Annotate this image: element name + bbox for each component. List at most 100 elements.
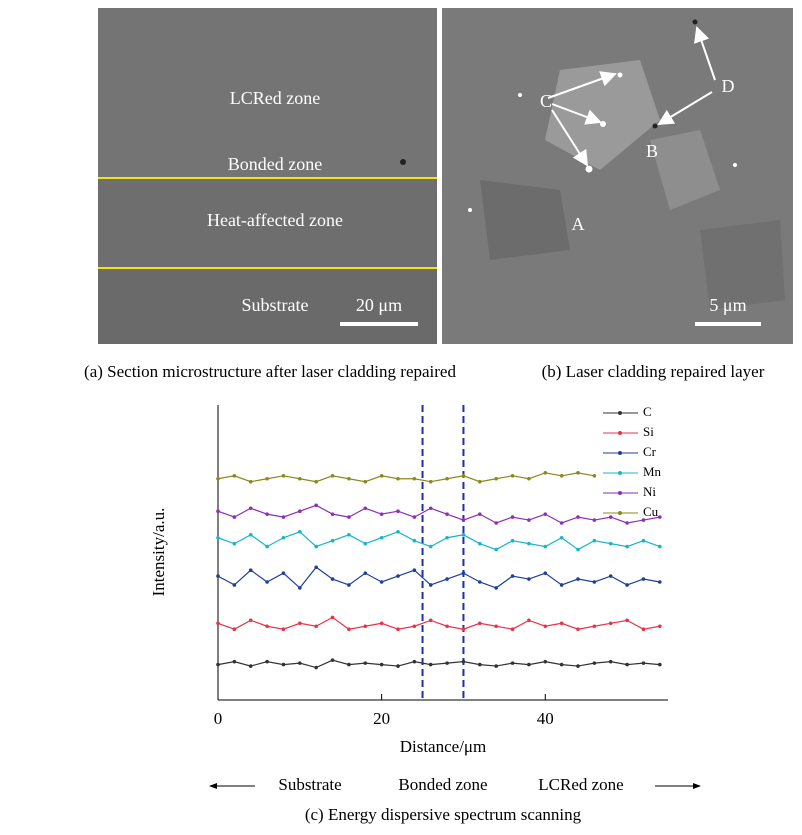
zone-text: Bonded zone — [398, 775, 487, 794]
point — [363, 571, 367, 575]
point — [282, 627, 286, 631]
point — [625, 663, 629, 667]
zone-label: Bonded zone — [228, 154, 322, 174]
point — [282, 536, 286, 540]
point — [413, 624, 417, 628]
point — [543, 471, 547, 475]
point — [363, 480, 367, 484]
point — [625, 583, 629, 587]
series-line — [218, 473, 594, 482]
point — [445, 536, 449, 540]
point — [494, 548, 498, 552]
point — [445, 661, 449, 665]
point — [445, 624, 449, 628]
figure: LCRed zone Bonded zone Heat-affected zon… — [0, 0, 802, 830]
point — [347, 627, 351, 631]
legend-label: Si — [643, 424, 654, 439]
point — [593, 518, 597, 522]
point — [560, 622, 564, 626]
point — [462, 518, 466, 522]
point — [429, 583, 433, 587]
point — [363, 506, 367, 510]
point — [494, 586, 498, 590]
point — [282, 663, 286, 667]
point — [543, 571, 547, 575]
point — [216, 509, 220, 513]
point — [543, 624, 547, 628]
micrograph-a — [98, 8, 437, 344]
point — [396, 509, 400, 513]
point — [445, 512, 449, 516]
legend-label: C — [643, 404, 652, 419]
point — [478, 663, 482, 667]
point — [249, 664, 253, 668]
point — [380, 580, 384, 584]
point — [609, 515, 613, 519]
point — [527, 619, 531, 623]
point — [445, 577, 449, 581]
point — [396, 530, 400, 534]
point — [233, 474, 237, 478]
point — [413, 660, 417, 664]
point — [380, 474, 384, 478]
point — [445, 477, 449, 481]
point — [543, 512, 547, 516]
point — [314, 624, 318, 628]
point — [380, 663, 384, 667]
point — [298, 622, 302, 626]
point — [429, 480, 433, 484]
point — [216, 663, 220, 667]
point — [560, 521, 564, 525]
point — [658, 663, 662, 667]
point — [527, 518, 531, 522]
point — [527, 542, 531, 546]
point — [216, 574, 220, 578]
point — [609, 574, 613, 578]
point — [233, 542, 237, 546]
point — [314, 666, 318, 670]
point — [413, 515, 417, 519]
point — [265, 580, 269, 584]
point — [658, 515, 662, 519]
point — [298, 509, 302, 513]
point — [576, 471, 580, 475]
point — [265, 477, 269, 481]
point — [298, 586, 302, 590]
point — [642, 539, 646, 543]
point — [576, 664, 580, 668]
series-line — [218, 567, 660, 588]
point — [363, 624, 367, 628]
point — [478, 622, 482, 626]
legend-label: Cr — [643, 444, 657, 459]
point — [396, 477, 400, 481]
point — [560, 474, 564, 478]
micrograph-b — [442, 8, 793, 344]
point — [609, 660, 613, 664]
point — [331, 616, 335, 620]
y-axis-label: Intensity/a.u. — [149, 508, 168, 597]
point — [233, 515, 237, 519]
point — [331, 539, 335, 543]
point — [314, 565, 318, 569]
legend-label: Cu — [643, 504, 659, 519]
point — [331, 658, 335, 662]
point — [658, 580, 662, 584]
zone-label: LCRed zone — [230, 88, 320, 108]
point — [625, 619, 629, 623]
point — [576, 548, 580, 552]
point — [478, 480, 482, 484]
caption: (c) Energy dispersive spectrum scanning — [305, 805, 582, 824]
point — [593, 624, 597, 628]
point — [216, 622, 220, 626]
point — [429, 506, 433, 510]
point — [298, 661, 302, 665]
point — [593, 539, 597, 543]
point — [249, 506, 253, 510]
legend-marker — [618, 511, 622, 515]
point — [511, 574, 515, 578]
point — [380, 536, 384, 540]
point — [576, 627, 580, 631]
zone-label: Substrate — [242, 295, 309, 315]
point — [363, 542, 367, 546]
point — [331, 512, 335, 516]
